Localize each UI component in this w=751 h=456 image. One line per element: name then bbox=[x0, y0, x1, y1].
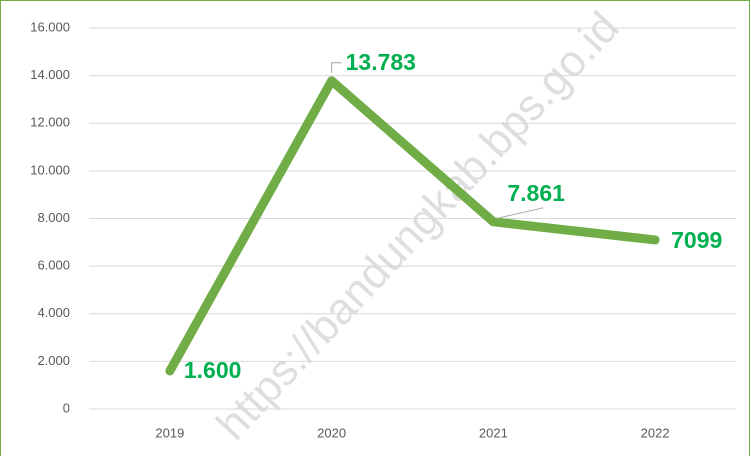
y-tick-label: 14.000 bbox=[30, 67, 70, 82]
y-tick-label: 16.000 bbox=[30, 19, 70, 34]
data-label: 13.783 bbox=[346, 49, 416, 75]
x-tick-label: 2022 bbox=[641, 425, 670, 440]
y-tick-label: 8.000 bbox=[37, 210, 70, 225]
y-tick-label: 12.000 bbox=[30, 115, 70, 130]
y-tick-label: 0 bbox=[63, 400, 70, 415]
x-tick-label: 2019 bbox=[155, 425, 184, 440]
leader-line bbox=[499, 207, 544, 219]
data-label: 7099 bbox=[671, 227, 722, 253]
y-tick-label: 10.000 bbox=[30, 162, 70, 177]
y-tick-label: 6.000 bbox=[37, 258, 70, 273]
x-tick-label: 2020 bbox=[317, 425, 346, 440]
line bbox=[165, 76, 660, 376]
data-label: 1.600 bbox=[184, 357, 242, 383]
leader-line bbox=[331, 62, 342, 73]
data-label: 7.861 bbox=[507, 180, 565, 206]
y-tick-label: 4.000 bbox=[37, 305, 70, 320]
y-tick-label: 2.000 bbox=[37, 353, 70, 368]
x-tick-label: 2021 bbox=[479, 425, 508, 440]
